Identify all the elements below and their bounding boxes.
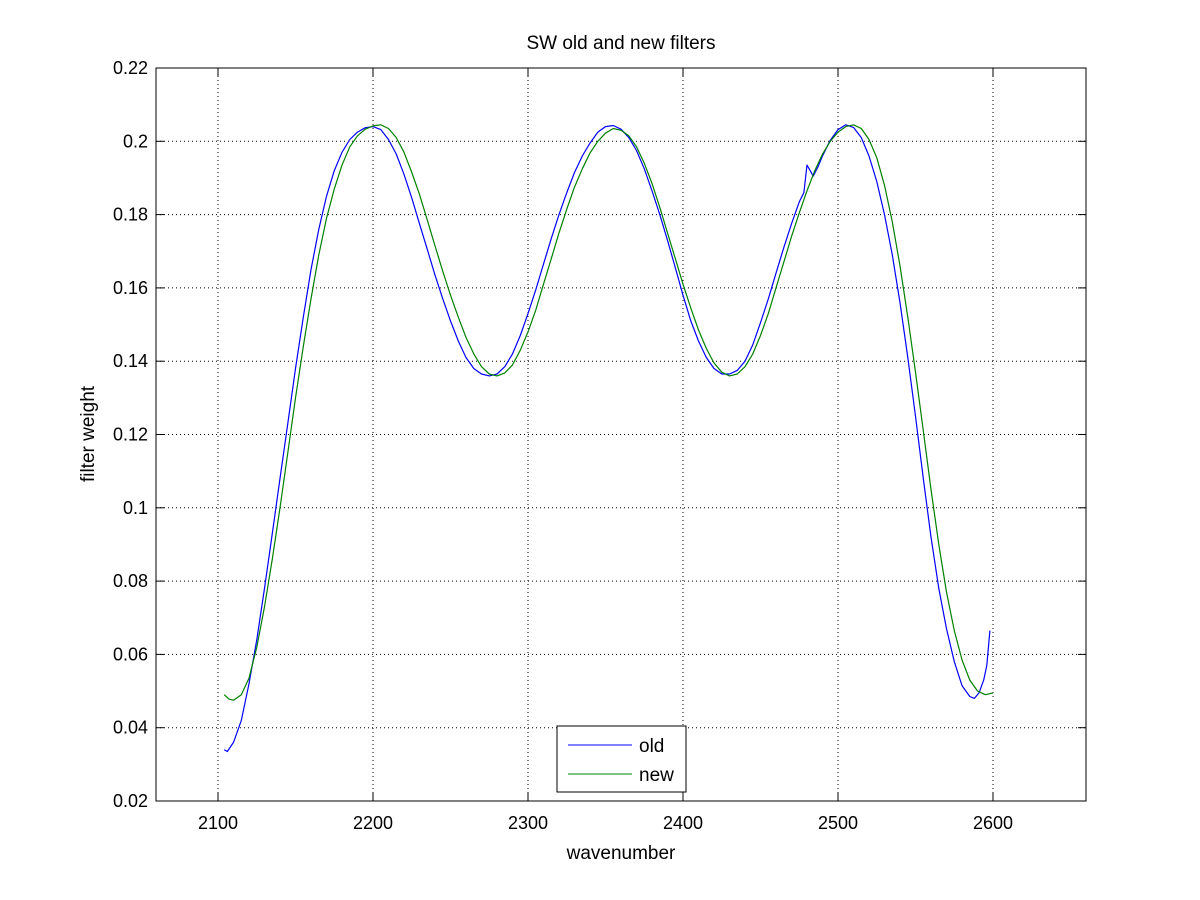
y-tick-label: 0.12	[113, 425, 148, 445]
x-tick-label: 2200	[353, 813, 393, 833]
x-axis-label: wavenumber	[566, 843, 676, 864]
x-tick-label: 2500	[818, 813, 858, 833]
legend-label-old: old	[639, 736, 664, 757]
y-tick-label: 0.18	[113, 205, 148, 225]
y-tick-label: 0.1	[123, 498, 148, 518]
y-tick-label: 0.16	[113, 278, 148, 298]
y-tick-label: 0.22	[113, 58, 148, 78]
series-line-new	[223, 124, 994, 701]
chart-title: SW old and new filters	[526, 33, 715, 54]
y-axis-label: filter weight	[78, 385, 99, 482]
tick-labels: 2100 2200 2300 2400 2500 2600 0.02 0.04 0.06 0.08…	[113, 58, 1013, 833]
legend: old new	[556, 725, 687, 793]
y-tick-label: 0.04	[113, 718, 148, 738]
y-tick-label: 0.14	[113, 351, 148, 371]
y-tick-label: 0.02	[113, 791, 148, 811]
legend-box	[556, 725, 687, 793]
y-tick-label: 0.08	[113, 571, 148, 591]
y-tick-label: 0.06	[113, 644, 148, 664]
x-tick-label: 2400	[663, 813, 703, 833]
x-tick-label: 2300	[508, 813, 548, 833]
y-tick-label: 0.2	[123, 131, 148, 151]
ticks	[156, 67, 1086, 802]
series-layer	[223, 124, 994, 753]
x-tick-label: 2600	[973, 813, 1013, 833]
legend-label-new: new	[639, 765, 674, 786]
x-tick-label: 2100	[198, 813, 238, 833]
